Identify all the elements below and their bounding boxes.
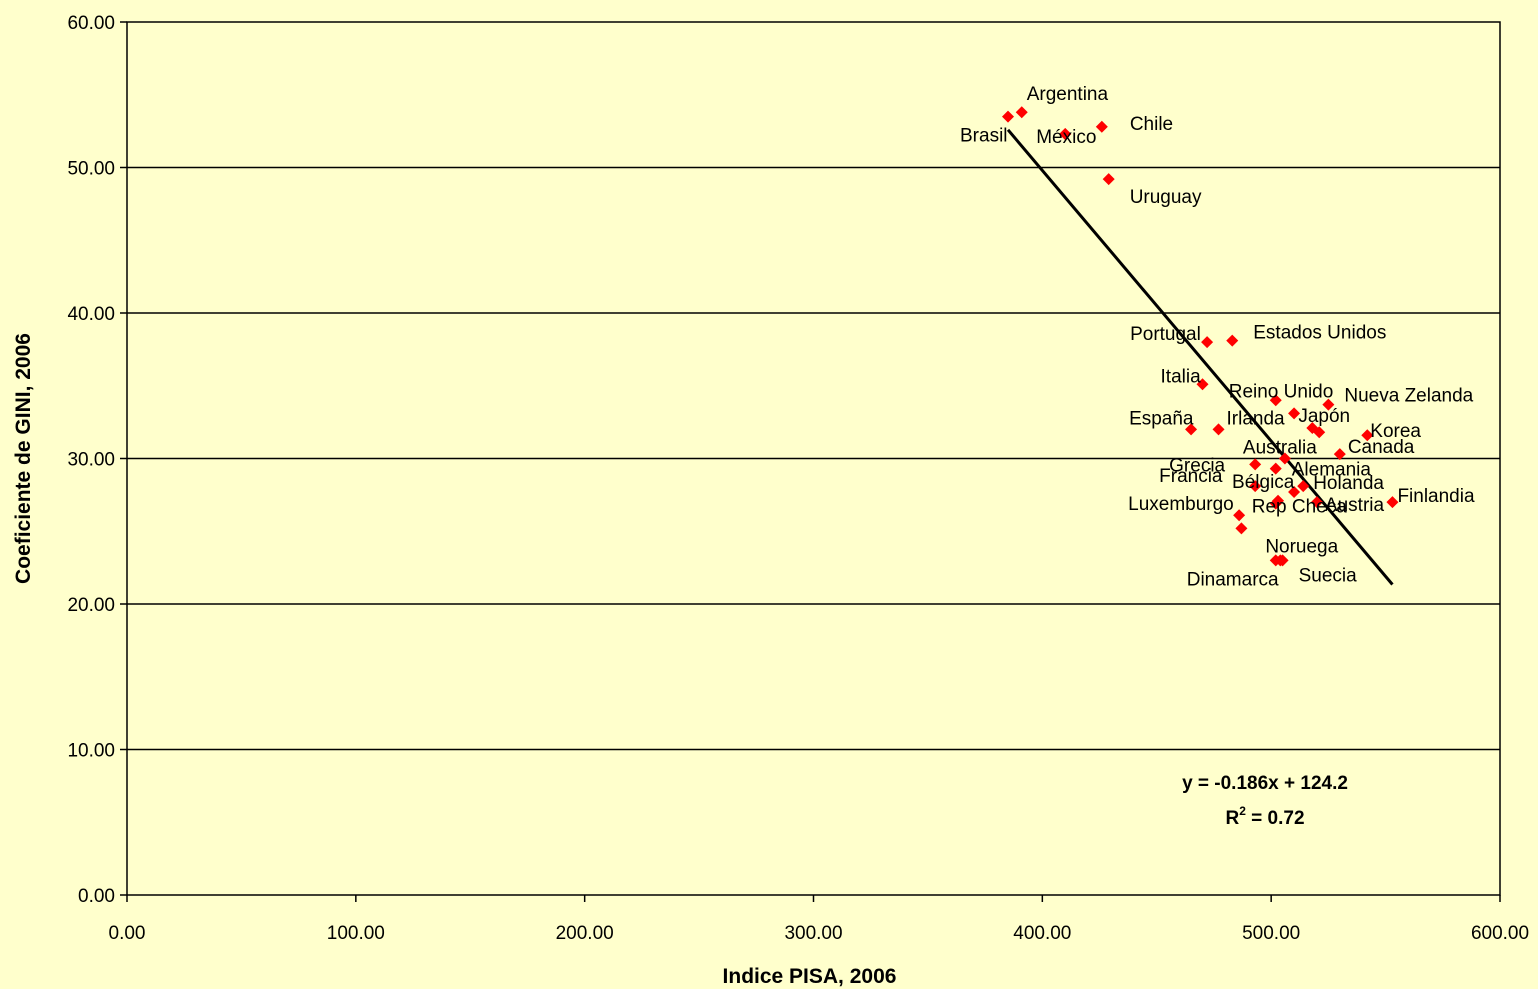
- data-point-irlanda: [1212, 423, 1225, 436]
- r2-prefix: R: [1225, 808, 1239, 829]
- point-label-bélgica: Bélgica: [1232, 472, 1295, 493]
- point-label-noruega: Noruega: [1265, 536, 1338, 557]
- point-label-italia: Italia: [1161, 366, 1202, 387]
- x-tick-label: 500.00: [1242, 923, 1300, 944]
- data-point-dinamarca: [1269, 554, 1282, 567]
- data-point-luxemburgo: [1233, 509, 1246, 522]
- point-label-portugal: Portugal: [1130, 324, 1201, 345]
- data-point-italia: [1196, 378, 1209, 391]
- data-point-australia: [1278, 452, 1291, 465]
- trendline-r-squared: R2 = 0.72: [1225, 804, 1304, 829]
- r2-exponent: 2: [1239, 804, 1246, 818]
- point-label-méxico: México: [1036, 127, 1096, 148]
- point-label-españa: España: [1129, 408, 1194, 429]
- y-tick-label: 20.00: [67, 595, 115, 616]
- x-tick-label: 300.00: [784, 923, 842, 944]
- data-point-rep-checa: [1269, 497, 1282, 510]
- data-point-portugal: [1201, 336, 1214, 349]
- point-label-irlanda: Irlanda: [1227, 408, 1286, 429]
- x-axis-title: Indice PISA, 2006: [723, 965, 897, 988]
- y-tick-label: 10.00: [67, 741, 115, 762]
- x-tick-label: 0.00: [109, 923, 146, 944]
- data-point-suecia: [1276, 554, 1289, 567]
- data-point-alemania: [1269, 462, 1282, 475]
- point-label-canada: Canada: [1348, 437, 1415, 458]
- point-label-dinamarca: Dinamarca: [1187, 569, 1279, 590]
- point-label-japón: Japón: [1298, 406, 1350, 427]
- point-label-reino-unido: Reino Unido: [1229, 381, 1334, 402]
- y-tick-label: 60.00: [67, 13, 115, 34]
- gridlines: [127, 166, 1500, 751]
- point-label-uruguay: Uruguay: [1130, 187, 1202, 208]
- x-tick-label: 400.00: [1013, 923, 1071, 944]
- data-point-españa: [1185, 423, 1198, 436]
- point-label-argentina: Argentina: [1027, 84, 1109, 105]
- data-point-unlabeled-13: [1288, 407, 1301, 420]
- x-tick-label: 200.00: [556, 923, 614, 944]
- point-label-suecia: Suecia: [1299, 565, 1358, 586]
- data-point-nueva-zelanda: [1322, 398, 1335, 411]
- trendline-equation: y = -0.186x + 124.2: [1182, 773, 1348, 794]
- data-point-bélgica: [1288, 485, 1301, 498]
- x-tick-label: 100.00: [327, 923, 385, 944]
- data-point-korea: [1361, 429, 1374, 442]
- data-point-unlabeled-15: [1313, 426, 1326, 439]
- point-label-holanda: Holanda: [1313, 473, 1384, 494]
- data-point-brasil: [1002, 110, 1015, 123]
- data-point-canada: [1333, 448, 1346, 461]
- data-point-austria: [1310, 496, 1323, 509]
- point-label-alemania: Alemania: [1292, 460, 1372, 481]
- x-tick-label: 600.00: [1471, 923, 1529, 944]
- point-label-korea: Korea: [1370, 421, 1421, 442]
- data-point-holanda: [1297, 480, 1310, 493]
- point-label-chile: Chile: [1130, 114, 1173, 135]
- point-label-brasil: Brasil: [960, 126, 1008, 147]
- point-label-francia: Francia: [1159, 466, 1223, 487]
- point-labels: Brasil Argentina Chile México Uruguay Portuga…: [960, 84, 1475, 590]
- data-point-uruguay: [1102, 173, 1115, 186]
- y-tick-label: 40.00: [67, 304, 115, 325]
- point-label-nueva-zelanda: Nueva Zelanda: [1344, 386, 1473, 407]
- data-point-reino-unido: [1269, 394, 1282, 407]
- point-label-rep-checa: Rep Checa: [1252, 497, 1347, 518]
- y-tick-label: 30.00: [67, 450, 115, 471]
- axis-ticks: [120, 21, 1501, 902]
- y-axis-title: Coeficiente de GINI, 2006: [12, 333, 35, 584]
- y-tick-label: 50.00: [67, 159, 115, 180]
- data-point-chile: [1095, 120, 1108, 133]
- point-label-austria: Austria: [1325, 495, 1385, 516]
- data-point-méxico: [1059, 128, 1072, 141]
- r2-value: = 0.72: [1246, 808, 1305, 829]
- point-label-luxemburgo: Luxemburgo: [1128, 494, 1234, 515]
- axis-tick-labels: 0.00 10.00 20.00 30.00 40.00 50.00 60.00 0.00 10…: [67, 13, 1529, 944]
- point-label-finlandia: Finlandia: [1397, 486, 1475, 507]
- data-point-estados-unidos: [1226, 334, 1239, 347]
- data-point-argentina: [1015, 106, 1028, 119]
- data-points: [1002, 106, 1399, 567]
- trendline: [1006, 128, 1394, 586]
- y-tick-label: 0.00: [78, 886, 115, 907]
- data-point-francia: [1249, 480, 1262, 493]
- data-point-unlabeled-29: [1235, 522, 1248, 535]
- data-point-finlandia: [1386, 496, 1399, 509]
- data-point-grecia: [1249, 458, 1262, 471]
- point-label-grecia: Grecia: [1169, 455, 1225, 476]
- point-label-australia: Australia: [1243, 438, 1317, 459]
- point-label-estados-unidos: Estados Unidos: [1253, 323, 1386, 344]
